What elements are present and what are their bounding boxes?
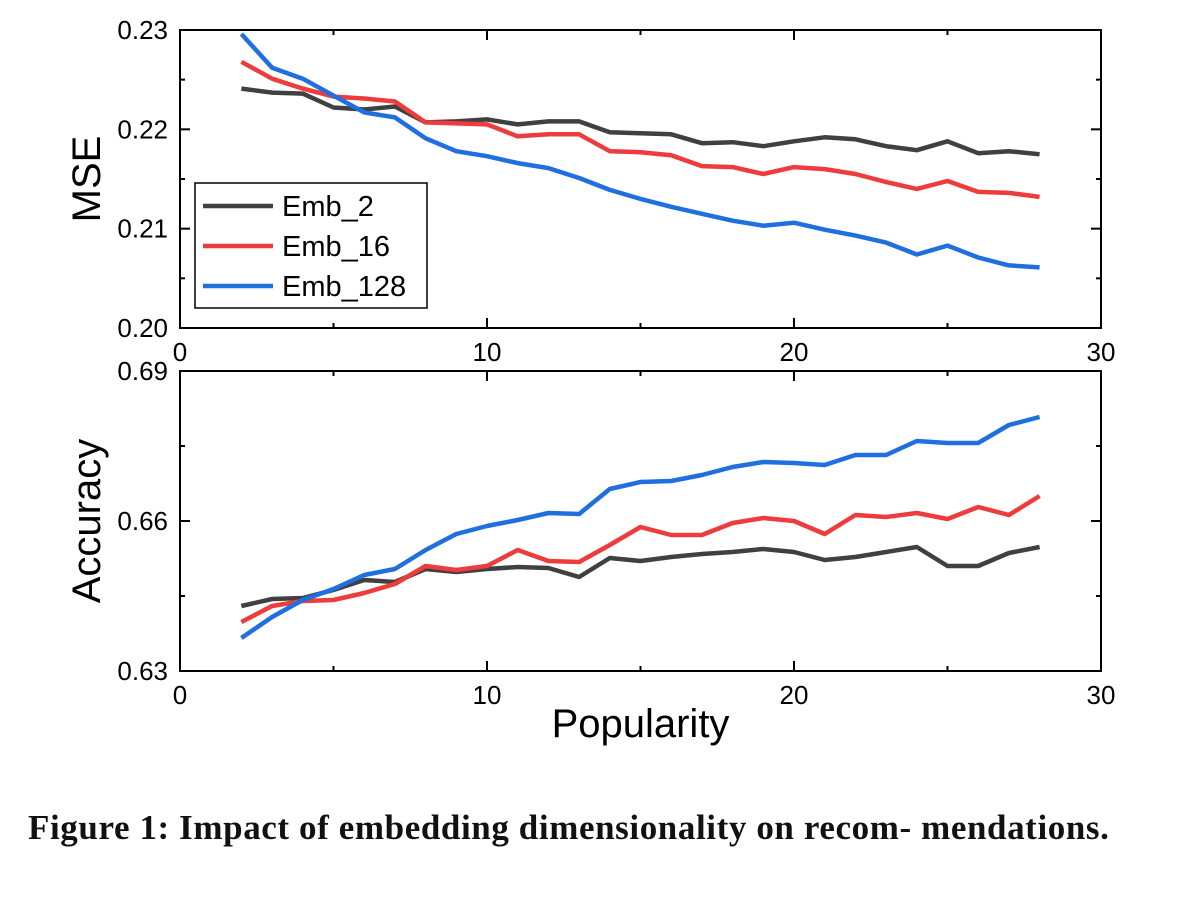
- y-tick-label: 0.20: [117, 313, 168, 343]
- series-line-emb-128: [239, 32, 1040, 270]
- x-tick-label: 30: [1087, 337, 1116, 367]
- plot-frame: [179, 370, 1102, 672]
- chart-panel-2: 0 10 20 30 0.63 0.66 0.69 Accuracy Popularity: [65, 356, 1115, 746]
- y-axis-label: MSE: [65, 136, 109, 223]
- series-line-emb-2: [241, 86, 1040, 157]
- x-tick-label: 10: [473, 680, 502, 710]
- legend-label: Emb_128: [282, 271, 406, 303]
- y-tick-label: 0.21: [117, 214, 168, 244]
- x-tick-label: 20: [780, 337, 809, 367]
- x-tick-label: 20: [780, 680, 809, 710]
- legend-label: Emb_2: [282, 191, 374, 223]
- y-tick-label: 0.22: [117, 114, 168, 144]
- y-tick-label: 0.63: [117, 656, 168, 686]
- y-axis-label: Accuracy: [65, 439, 109, 604]
- y-tick-label: 0.23: [117, 15, 168, 45]
- series-line-emb-16: [240, 494, 1041, 624]
- x-tick-label: 0: [173, 337, 187, 367]
- x-tick-label: 10: [473, 337, 502, 367]
- series-line-emb-128: [240, 414, 1041, 640]
- y-tick-label: 0.69: [117, 356, 168, 386]
- legend-label: Emb_16: [282, 231, 390, 263]
- series-line-emb-2: [240, 544, 1041, 609]
- y-tick-label: 0.66: [117, 506, 168, 536]
- x-axis-label: Popularity: [552, 702, 730, 746]
- x-tick-label: 0: [173, 680, 187, 710]
- x-tick-label: 30: [1087, 680, 1116, 710]
- figure-caption: Figure 1: Impact of embedding dimensiona…: [28, 808, 1110, 847]
- legend: Emb_2 Emb_16 Emb_128: [194, 182, 428, 309]
- series-line-emb-16: [240, 59, 1040, 200]
